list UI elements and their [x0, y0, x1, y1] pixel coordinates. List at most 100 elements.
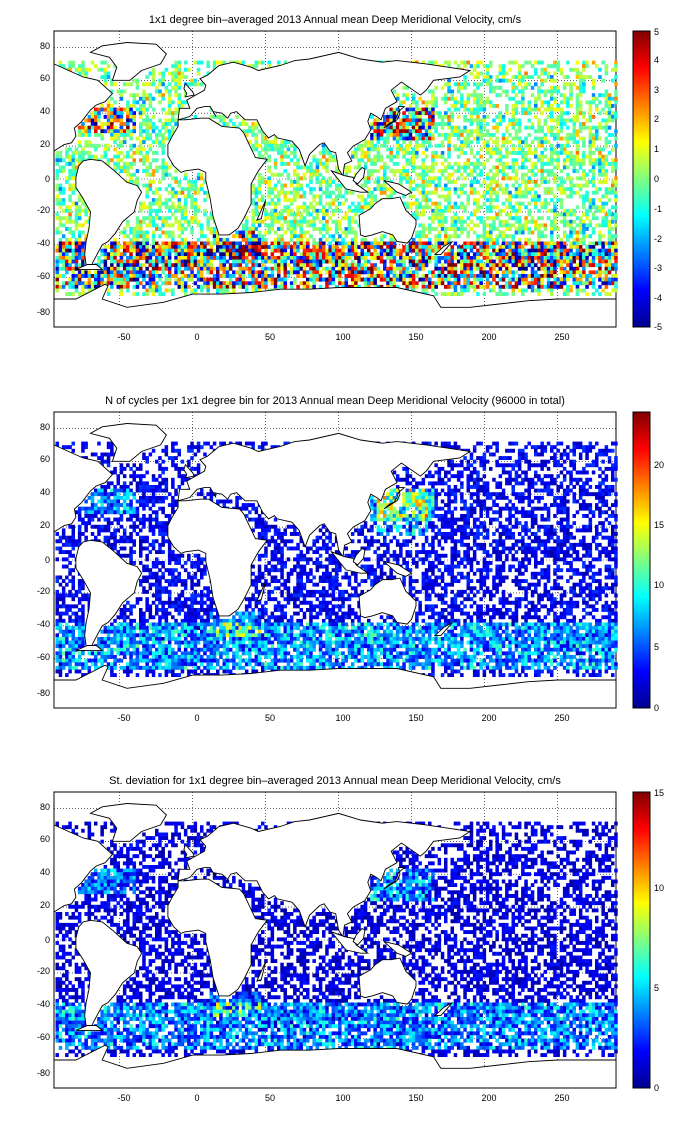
- heatmap-cell: [328, 278, 332, 282]
- heatmap-cell: [614, 267, 618, 271]
- heatmap-cell: [284, 184, 288, 188]
- heatmap-cell: [512, 97, 516, 101]
- heatmap-cell: [152, 82, 156, 86]
- heatmap-cell: [306, 169, 310, 173]
- heatmap-cell: [441, 220, 445, 224]
- heatmap-cell: [129, 263, 133, 267]
- heatmap-cell: [553, 213, 557, 217]
- heatmap-cell: [569, 242, 573, 246]
- heatmap-cell: [512, 90, 516, 94]
- heatmap-cell: [242, 252, 246, 256]
- heatmap-cell: [81, 274, 85, 278]
- heatmap-cell: [284, 191, 288, 195]
- heatmap-cell: [611, 252, 615, 256]
- heatmap-cell: [412, 97, 416, 101]
- heatmap-cell: [142, 155, 146, 159]
- heatmap-cell: [139, 97, 143, 101]
- heatmap-cell: [451, 133, 455, 137]
- heatmap-cell: [251, 187, 255, 191]
- heatmap-cell: [129, 108, 133, 112]
- heatmap-cell: [351, 242, 355, 246]
- heatmap-cell: [470, 260, 474, 264]
- heatmap-cell: [65, 270, 69, 274]
- heatmap-cell: [447, 263, 451, 267]
- heatmap-cell: [476, 140, 480, 144]
- heatmap-cell: [264, 223, 268, 227]
- heatmap-cell: [110, 252, 114, 256]
- heatmap-cell: [287, 252, 291, 256]
- heatmap-cell: [107, 108, 111, 112]
- heatmap-cell: [463, 227, 467, 231]
- heatmap-cell: [470, 115, 474, 119]
- heatmap-cell: [505, 79, 509, 83]
- heatmap-cell: [197, 173, 201, 177]
- heatmap-cell: [168, 263, 172, 267]
- heatmap-cell: [605, 242, 609, 246]
- heatmap-cell: [518, 166, 522, 170]
- heatmap-cell: [110, 108, 114, 112]
- heatmap-cell: [512, 234, 516, 238]
- heatmap-cell: [75, 213, 79, 217]
- heatmap-cell: [206, 223, 210, 227]
- heatmap-cell: [251, 198, 255, 202]
- heatmap-cell: [438, 231, 442, 235]
- heatmap-cell: [576, 68, 580, 72]
- heatmap-cell: [486, 184, 490, 188]
- heatmap-cell: [595, 263, 599, 267]
- heatmap-cell: [142, 158, 146, 162]
- heatmap-cell: [194, 256, 198, 260]
- heatmap-cell: [113, 108, 117, 112]
- heatmap-cell: [78, 205, 82, 209]
- heatmap-cell: [547, 169, 551, 173]
- heatmap-cell: [94, 119, 98, 123]
- heatmap-cell: [306, 166, 310, 170]
- heatmap-cell: [136, 223, 140, 227]
- heatmap-cell: [505, 173, 509, 177]
- heatmap-cell: [476, 119, 480, 123]
- heatmap-cell: [544, 119, 548, 123]
- heatmap-cell: [178, 242, 182, 246]
- heatmap-cell: [255, 270, 259, 274]
- heatmap-cell: [492, 260, 496, 264]
- heatmap-cell: [444, 176, 448, 180]
- heatmap-cell: [502, 144, 506, 148]
- heatmap-cell: [290, 209, 294, 213]
- heatmap-cell: [412, 270, 416, 274]
- heatmap-cell: [126, 263, 130, 267]
- heatmap-cell: [447, 278, 451, 282]
- heatmap-cell: [576, 184, 580, 188]
- heatmap-cell: [113, 100, 117, 104]
- heatmap-cell: [576, 72, 580, 76]
- heatmap-cell: [415, 111, 419, 115]
- heatmap-cell: [425, 234, 429, 238]
- heatmap-cell: [576, 216, 580, 220]
- heatmap-cell: [59, 216, 63, 220]
- heatmap-cell: [534, 137, 538, 141]
- heatmap-cell: [361, 249, 365, 253]
- heatmap-cell: [248, 245, 252, 249]
- heatmap-cell: [556, 263, 560, 267]
- heatmap-cell: [502, 64, 506, 68]
- heatmap-cell: [492, 227, 496, 231]
- heatmap-cell: [479, 126, 483, 130]
- heatmap-cell: [100, 129, 104, 133]
- heatmap-cell: [573, 274, 577, 278]
- heatmap-cell: [585, 209, 589, 213]
- heatmap-cell: [84, 270, 88, 274]
- heatmap-cell: [155, 198, 159, 202]
- heatmap-cell: [235, 249, 239, 253]
- heatmap-cell: [563, 122, 567, 126]
- heatmap-cell: [113, 267, 117, 271]
- heatmap-cell: [335, 184, 339, 188]
- heatmap-cell: [161, 231, 165, 235]
- heatmap-cell: [422, 223, 426, 227]
- heatmap-cell: [258, 238, 262, 242]
- heatmap-cell: [328, 216, 332, 220]
- heatmap-cell: [589, 140, 593, 144]
- heatmap-cell: [133, 278, 137, 282]
- heatmap-cell: [531, 126, 535, 130]
- heatmap-cell: [598, 151, 602, 155]
- heatmap-cell: [271, 274, 275, 278]
- heatmap-cell: [158, 119, 162, 123]
- heatmap-cell: [194, 274, 198, 278]
